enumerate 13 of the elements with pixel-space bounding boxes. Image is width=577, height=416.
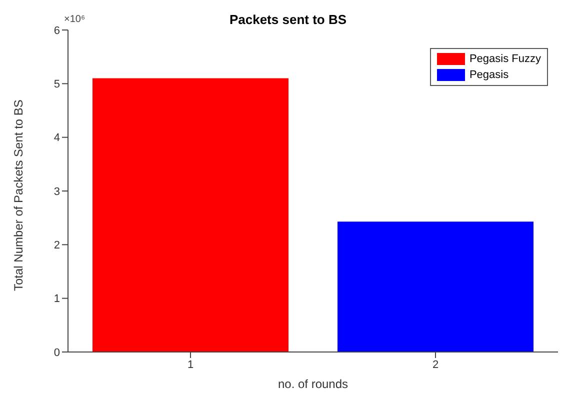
y-tick-label: 6 [54, 24, 60, 37]
legend-label: Pegasis Fuzzy [469, 53, 541, 65]
text: ×10⁶ [64, 14, 86, 25]
y-tick-label: 4 [54, 132, 60, 144]
y-tick-label: 5 [54, 78, 60, 91]
chart-title: Packets sent to BS [229, 12, 347, 27]
y-tick-label: 0 [54, 346, 60, 359]
legend-label: Pegasis [469, 69, 509, 81]
y-tick-label: 1 [54, 293, 60, 306]
x-axis-title: no. of rounds [278, 377, 348, 391]
y-axis-title: Total Number of Packets Sent to BS [11, 100, 26, 291]
y-tick-label: 3 [54, 186, 60, 198]
y-tick-label: 2 [54, 240, 60, 252]
